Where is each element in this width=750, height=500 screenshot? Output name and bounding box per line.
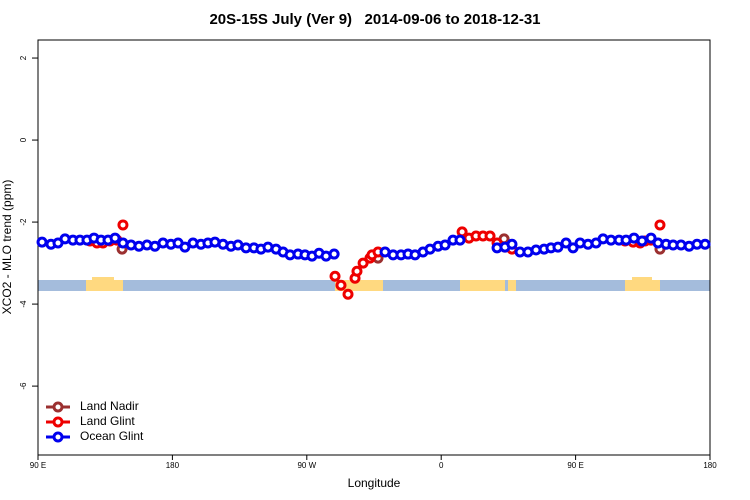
data-point: [329, 270, 341, 282]
data-point: [117, 219, 129, 231]
legend-label: Ocean Glint: [80, 429, 144, 443]
data-point: [439, 239, 451, 251]
data-point: [351, 265, 363, 277]
data-point: [454, 234, 466, 246]
x-tick-label: 90 E: [567, 461, 583, 470]
legend-marker: [52, 416, 64, 428]
x-axis-label: Longitude: [348, 476, 401, 490]
data-point: [342, 288, 354, 300]
x-tick-label: 90 W: [297, 461, 316, 470]
x-tick-label: 90 E: [30, 461, 46, 470]
chart-title: 20S-15S July (Ver 9) 2014-09-06 to 2018-…: [209, 11, 540, 28]
data-point: [36, 236, 48, 248]
y-tick-label: -6: [19, 382, 28, 390]
legend-marker: [52, 431, 64, 443]
y-tick-label: -4: [19, 300, 28, 308]
data-point: [484, 230, 496, 242]
legend-marker: [52, 401, 64, 413]
data-point: [552, 241, 564, 253]
data-point: [335, 279, 347, 291]
data-point: [179, 241, 191, 253]
y-tick-label: 0: [19, 137, 28, 142]
data-point: [654, 219, 666, 231]
y-tick-label: -2: [19, 218, 28, 226]
x-tick-label: 180: [166, 461, 180, 470]
data-point: [357, 257, 369, 269]
data-point: [109, 232, 121, 244]
x-tick-label: 0: [439, 461, 444, 470]
data-point: [636, 235, 648, 247]
legend-label: Land Nadir: [80, 399, 139, 413]
legend-label: Land Glint: [80, 414, 135, 428]
y-tick-label: 2: [19, 55, 28, 60]
data-point: [506, 238, 518, 250]
data-point: [645, 232, 657, 244]
data-point: [567, 242, 579, 254]
data-point: [699, 238, 711, 250]
data-point: [560, 237, 572, 249]
x-tick-label: 180: [703, 461, 717, 470]
y-axis-label: XCO2 - MLO trend (ppm): [0, 180, 14, 315]
data-point: [328, 248, 340, 260]
land-mask-strip: [38, 277, 710, 291]
